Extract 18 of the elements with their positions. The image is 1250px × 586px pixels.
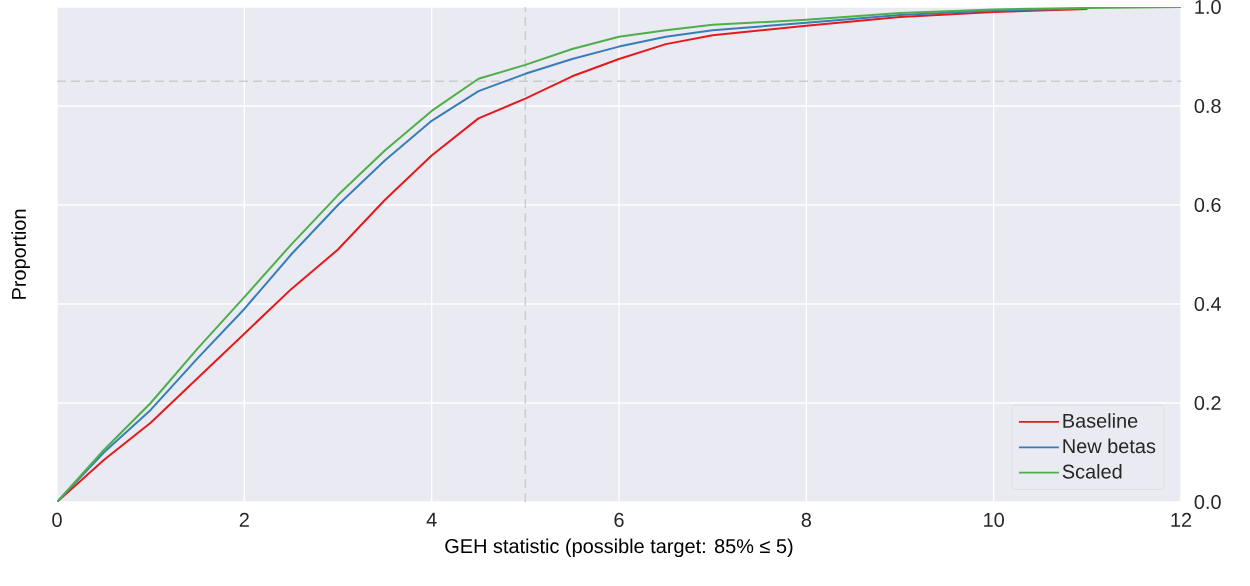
x-tick-label: 4 bbox=[426, 512, 437, 527]
x-tick-label: 12 bbox=[1171, 512, 1192, 527]
x-tick-label: 0 bbox=[52, 512, 62, 527]
x-tick-label: 6 bbox=[614, 512, 624, 527]
legend-label: Scaled bbox=[1062, 464, 1122, 479]
y-tick-label: 0.8 bbox=[1194, 98, 1221, 114]
y-tick-label: 0.0 bbox=[1194, 494, 1221, 510]
y-tick-label: 0.6 bbox=[1194, 197, 1221, 213]
y-tick-label: 1.0 bbox=[1195, 0, 1221, 15]
y-axis-title: Proportion bbox=[11, 209, 30, 299]
x-tick-label: 2 bbox=[239, 512, 249, 527]
legend-label: New betas bbox=[1063, 438, 1156, 454]
y-tick-label: 0.2 bbox=[1194, 395, 1221, 411]
x-tick-label: 10 bbox=[984, 512, 1004, 527]
y-tick-label: 0.4 bbox=[1194, 296, 1221, 312]
x-axis-title: GEH statistic (possible target: 85% ≤ 5) bbox=[445, 538, 793, 558]
x-tick-label: 8 bbox=[801, 512, 812, 527]
legend-label: Baseline bbox=[1063, 413, 1138, 428]
